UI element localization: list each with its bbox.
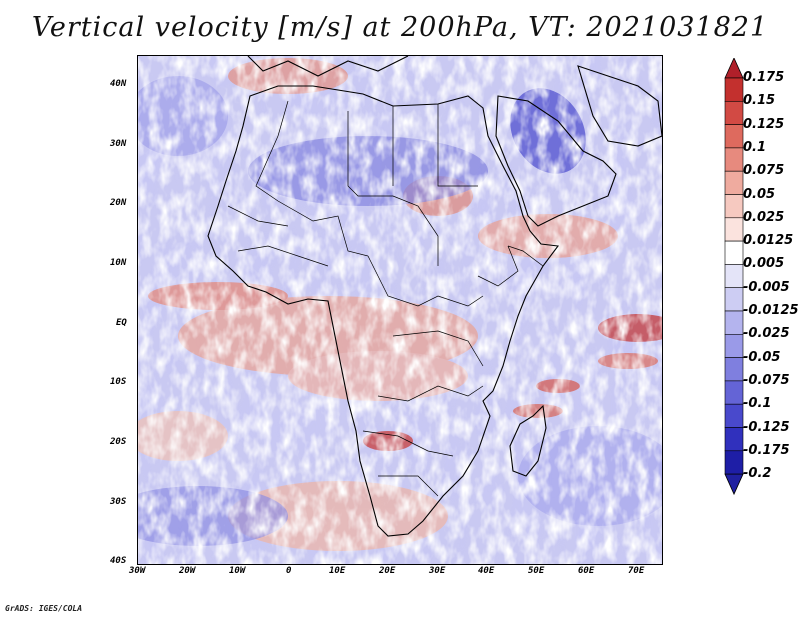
lat-label-20n: 20N xyxy=(110,198,127,208)
colorbar-bin xyxy=(724,403,744,428)
lat-label-10s: 10S xyxy=(110,377,127,387)
colorbar-bin xyxy=(724,333,744,358)
colorbar-level-label: -0.2 xyxy=(743,466,772,482)
colorbar-bin xyxy=(724,147,744,172)
colorbar xyxy=(724,58,744,496)
lat-label-10n: 10N xyxy=(110,258,127,268)
colorbar-bin xyxy=(724,357,744,382)
colorbar-level-label: 0.15 xyxy=(743,93,776,109)
credit-text: GrADS: IGES/COLA xyxy=(5,604,83,613)
colorbar-bin xyxy=(724,170,744,195)
colorbar-max-arrow xyxy=(724,58,744,79)
lat-label-40s: 40S xyxy=(110,556,127,566)
lon-label-70e: 70E xyxy=(628,566,645,576)
colorbar-level-label: 0.025 xyxy=(743,209,785,225)
lat-label-40n: 40N xyxy=(110,79,127,89)
colorbar-bin xyxy=(724,310,744,335)
colorbar-level-label: -0.005 xyxy=(743,279,790,295)
colorbar-bin xyxy=(724,124,744,149)
lat-label-30n: 30N xyxy=(110,139,127,149)
lon-label-20e: 20E xyxy=(379,566,396,576)
colorbar-bin xyxy=(724,100,744,125)
colorbar-bin xyxy=(724,287,744,312)
lon-label-20w: 20W xyxy=(179,566,196,576)
colorbar-bin xyxy=(724,194,744,219)
colorbar-level-label: 0.175 xyxy=(743,70,785,85)
colorbar-level-label: 0.0125 xyxy=(743,233,794,249)
colorbar-bin xyxy=(724,264,744,288)
europe-coastline xyxy=(247,56,409,77)
colorbar-level-label: 0.1 xyxy=(743,139,767,155)
lon-label-10w: 10W xyxy=(229,566,246,576)
colorbar-bin xyxy=(724,77,744,102)
lon-label-30e: 30E xyxy=(429,566,446,576)
borders xyxy=(227,100,544,497)
lon-label-50e: 50E xyxy=(528,566,545,576)
colorbar-bin xyxy=(724,450,744,475)
lat-label-eq: EQ xyxy=(116,318,127,328)
lat-label-30s: 30S xyxy=(110,497,127,507)
colorbar-level-label: -0.1 xyxy=(743,396,772,412)
colorbar-level-label: -0.05 xyxy=(743,349,781,365)
colorbar-level-label: -0.0125 xyxy=(743,303,799,318)
map-title: Vertical velocity [m/s] at 200hPa, VT: 2… xyxy=(31,12,769,43)
colorbar-level-label: 0.005 xyxy=(743,256,785,272)
colorbar-level-label: -0.125 xyxy=(743,419,790,435)
lon-label-40e: 40E xyxy=(478,566,495,576)
colorbar-level-label: -0.075 xyxy=(743,372,790,388)
velocity-map xyxy=(138,56,662,564)
colorbar-min-arrow xyxy=(724,473,744,496)
lon-label-10e: 10E xyxy=(329,566,346,576)
colorbar-level-label: -0.025 xyxy=(743,326,790,342)
lat-label-20s: 20S xyxy=(110,437,127,447)
colorbar-level-label: 0.075 xyxy=(743,163,785,179)
africa-coastline xyxy=(207,85,560,537)
arabia-coastline xyxy=(495,95,617,227)
colorbar-bin xyxy=(724,427,744,452)
map-plot-area xyxy=(137,55,663,565)
coastlines xyxy=(207,56,662,537)
lon-label-60e: 60E xyxy=(578,566,595,576)
field-speckle xyxy=(138,56,662,564)
colorbar-bin xyxy=(724,217,744,242)
madagascar-coastline xyxy=(509,404,547,477)
colorbar-bin xyxy=(724,380,744,405)
lon-label-0: 0 xyxy=(286,566,292,576)
lon-label-30w: 30W xyxy=(129,566,146,576)
colorbar-level-label: -0.175 xyxy=(743,442,790,458)
colorbar-level-label: 0.125 xyxy=(743,116,785,132)
colorbar-bin xyxy=(724,240,744,265)
iran-coastline xyxy=(577,65,662,147)
colorbar-level-label: 0.05 xyxy=(743,186,776,202)
